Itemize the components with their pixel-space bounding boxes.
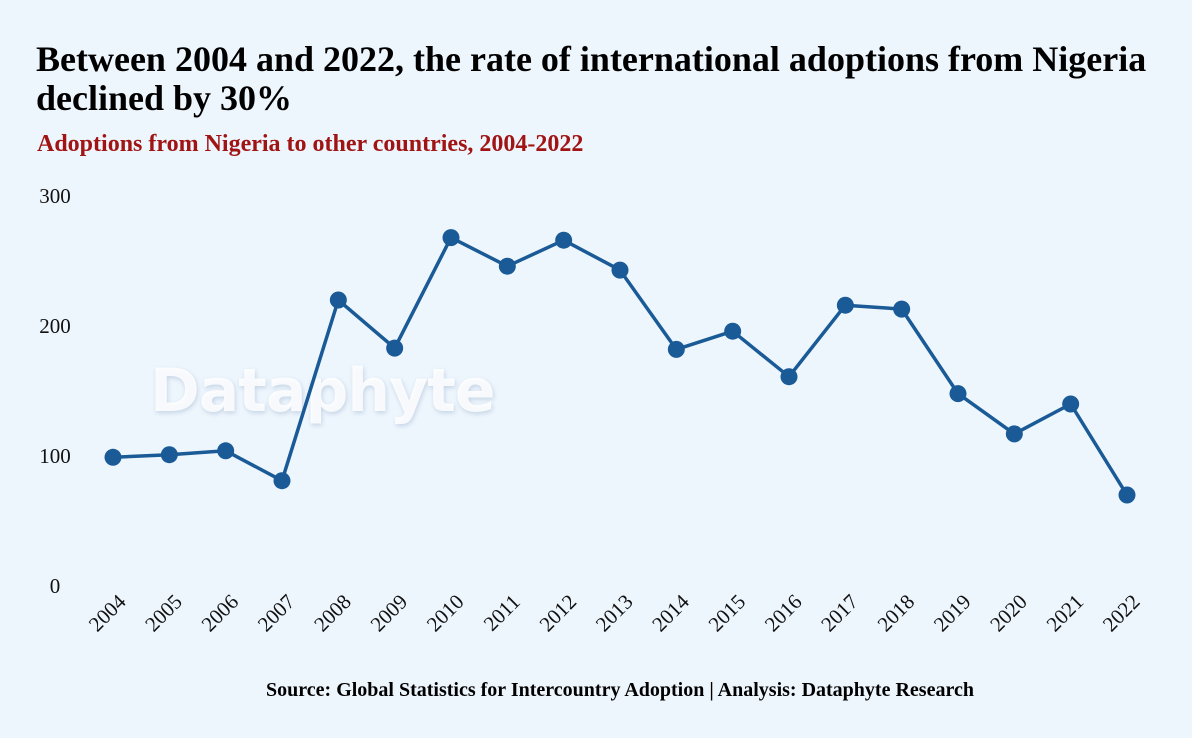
data-point-2010 (442, 229, 460, 247)
x-axis: 2004 2005 2006 2007 2008 2009 2010 2011 2012 2013… (84, 589, 1145, 636)
x-tick-label: 2011 (479, 590, 525, 636)
data-point-2007 (273, 472, 291, 490)
x-tick-label: 2005 (140, 590, 187, 637)
data-point-2021 (1062, 395, 1080, 413)
watermark-logo: Dataphyte (150, 356, 496, 426)
data-point-2008 (329, 291, 347, 309)
data-point-2020 (1005, 425, 1023, 443)
y-axis: 0 100 200 300 (39, 184, 71, 598)
data-point-2017 (836, 296, 854, 314)
x-tick-label: 2014 (647, 589, 694, 636)
source-note: Source: Global Statistics for Intercount… (266, 679, 974, 701)
data-point-2015 (724, 322, 742, 340)
x-tick-label: 2016 (760, 590, 807, 637)
y-tick-label: 100 (39, 444, 71, 468)
data-point-2014 (667, 340, 685, 358)
x-tick-label: 2022 (1098, 590, 1145, 637)
x-tick-label: 2021 (1042, 590, 1089, 637)
chart-subtitle: Adoptions from Nigeria to other countrie… (37, 131, 584, 157)
x-tick-label: 2006 (197, 590, 244, 637)
data-point-2005 (160, 446, 178, 464)
data-point-2011 (498, 257, 516, 275)
x-tick-label: 2004 (84, 589, 131, 636)
data-point-2019 (949, 385, 967, 403)
x-tick-label: 2013 (591, 590, 638, 637)
data-point-2018 (893, 300, 911, 318)
y-tick-label: 200 (39, 314, 71, 338)
x-tick-label: 2008 (309, 590, 356, 637)
x-tick-label: 2007 (253, 590, 300, 637)
x-tick-label: 2019 (929, 590, 976, 637)
data-point-2016 (780, 368, 798, 386)
y-tick-label: 0 (50, 574, 61, 598)
data-point-2004 (104, 448, 122, 466)
x-tick-label: 2009 (366, 590, 413, 637)
data-point-2006 (217, 442, 235, 460)
x-tick-label: 2017 (816, 590, 863, 637)
x-tick-label: 2015 (704, 590, 751, 637)
x-tick-label: 2012 (535, 590, 582, 637)
data-point-2012 (555, 231, 573, 249)
x-tick-label: 2020 (985, 590, 1032, 637)
y-tick-label: 300 (39, 184, 71, 208)
x-tick-label: 2010 (422, 590, 469, 637)
data-point-2009 (386, 339, 404, 357)
x-tick-label: 2018 (873, 590, 920, 637)
data-point-2013 (611, 261, 629, 279)
data-point-2022 (1118, 486, 1136, 504)
chart-title: Between 2004 and 2022, the rate of inter… (36, 39, 1147, 118)
series-adoptions (104, 229, 1136, 504)
